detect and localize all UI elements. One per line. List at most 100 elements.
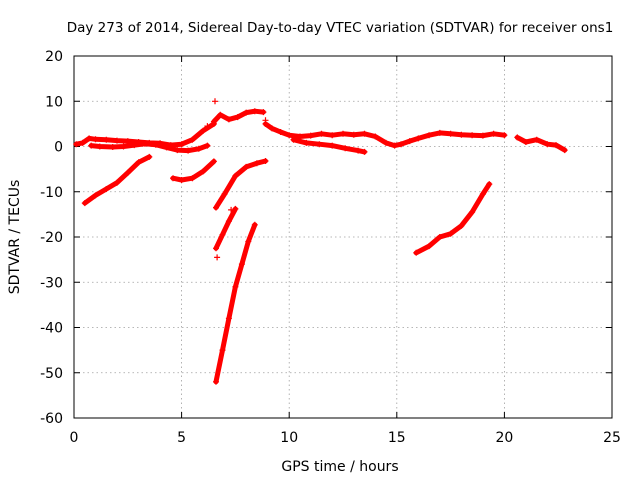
data-point-marker xyxy=(225,218,232,225)
data-point-marker xyxy=(219,347,226,354)
series-arc-neg-left xyxy=(81,153,153,207)
data-point-marker xyxy=(561,147,568,154)
data-point-marker xyxy=(109,144,116,150)
data-point-marker xyxy=(210,158,217,165)
y-tick-labels: 20 10 0 -10 -20 -30 -40 -50 -60 xyxy=(40,49,63,427)
data-point-marker xyxy=(146,153,153,160)
grid-lines xyxy=(74,56,612,418)
data-point-marker xyxy=(212,98,218,105)
y-tick-label: 20 xyxy=(45,49,63,65)
series-band xyxy=(211,108,266,125)
data-point-marker xyxy=(303,139,310,146)
data-point-marker xyxy=(142,140,148,147)
data-point-marker xyxy=(114,137,120,144)
data-point-marker xyxy=(232,172,239,179)
y-tick-label: 0 xyxy=(54,140,63,156)
data-point-marker xyxy=(260,109,267,116)
data-point-marker xyxy=(217,111,224,118)
series-band xyxy=(291,137,367,155)
x-tick-label: 0 xyxy=(70,430,79,446)
data-point-marker xyxy=(152,141,159,148)
series-arc-near-zero-left-lower xyxy=(88,140,211,154)
x-tick-label: 20 xyxy=(495,430,513,446)
data-point-marker xyxy=(361,148,368,155)
data-point-marker xyxy=(269,125,275,132)
data-point-marker xyxy=(225,116,232,123)
series-arc-steep-b xyxy=(213,205,239,252)
data-point-marker xyxy=(245,238,252,245)
data-point-marker xyxy=(447,230,454,237)
data-point-marker xyxy=(426,243,433,250)
data-point-marker xyxy=(383,139,389,146)
data-point-marker xyxy=(426,132,433,139)
data-point-marker xyxy=(415,135,422,142)
data-point-marker xyxy=(469,132,476,139)
data-point-marker xyxy=(329,132,336,139)
chart-title: Day 273 of 2014, Sidereal Day-to-day VTE… xyxy=(67,20,614,36)
data-point-marker xyxy=(522,139,529,145)
data-point-marker xyxy=(458,222,465,229)
data-point-marker xyxy=(253,160,260,167)
data-point-marker xyxy=(88,142,95,149)
x-tick-label: 25 xyxy=(603,430,621,446)
data-point-marker xyxy=(234,114,241,121)
data-point-marker xyxy=(277,129,284,135)
series-band xyxy=(213,158,268,211)
data-point-marker xyxy=(243,109,250,116)
series-band xyxy=(413,181,492,256)
series-arc-deep xyxy=(213,221,258,385)
data-point-marker xyxy=(340,130,346,137)
data-point-marker xyxy=(200,168,207,175)
data-point-marker xyxy=(486,181,493,188)
data-point-marker xyxy=(163,144,170,151)
data-point-marker xyxy=(355,147,362,154)
data-point-marker xyxy=(533,136,540,143)
data-point-marker xyxy=(290,136,297,143)
data-point-marker xyxy=(553,142,559,149)
data-point-marker xyxy=(219,231,226,238)
y-tick-label: -20 xyxy=(40,230,63,246)
data-point-marker xyxy=(251,221,258,228)
y-tick-label: -40 xyxy=(40,321,63,337)
data-point-marker xyxy=(232,283,239,290)
data-point-marker xyxy=(243,163,250,170)
data-point-marker xyxy=(214,254,221,261)
data-point-marker xyxy=(436,234,443,240)
data-point-marker xyxy=(204,123,211,130)
data-point-marker xyxy=(479,191,486,197)
data-point-marker xyxy=(316,141,323,148)
series-band xyxy=(170,158,217,183)
data-point-marker xyxy=(262,117,269,124)
series-band xyxy=(88,141,210,154)
data-point-marker xyxy=(189,136,196,143)
data-point-marker xyxy=(490,130,497,137)
data-point-marker xyxy=(251,108,258,115)
y-axis-label: SDTVAR / TECUs xyxy=(7,180,23,295)
data-point-marker xyxy=(178,177,185,183)
data-point-marker xyxy=(170,175,176,182)
x-tick-label: 10 xyxy=(280,430,298,446)
data-point-marker xyxy=(413,249,420,256)
data-point-marker xyxy=(86,135,93,142)
data-point-marker xyxy=(120,143,127,150)
data-point-marker xyxy=(103,186,110,192)
x-tick-label: 15 xyxy=(388,430,406,446)
data-point-marker xyxy=(200,127,207,134)
data-point-marker xyxy=(96,143,103,150)
series-arc-center xyxy=(262,120,508,149)
y-tick-label: -50 xyxy=(40,366,63,382)
series-arc-center-lower xyxy=(290,136,368,155)
data-point-marker xyxy=(262,158,269,164)
y-tick-label: 10 xyxy=(45,94,63,110)
data-point-marker xyxy=(178,141,185,148)
data-point-marker xyxy=(174,147,181,154)
data-point-marker xyxy=(398,141,405,148)
axis-ticks xyxy=(73,55,613,419)
data-point-marker xyxy=(131,142,138,149)
data-point-marker xyxy=(204,142,211,149)
y-tick-label: -10 xyxy=(40,185,63,201)
data-point-marker xyxy=(79,139,86,146)
data-point-marker xyxy=(286,132,293,139)
data-point-marker xyxy=(124,138,131,145)
